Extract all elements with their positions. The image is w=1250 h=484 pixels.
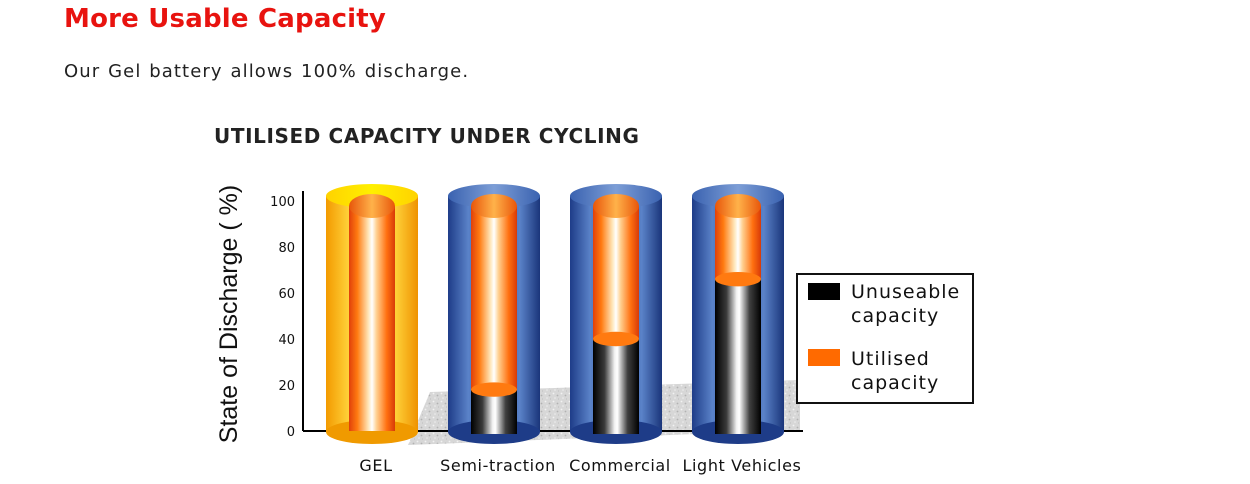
bar-inner-top-gel [349,194,395,218]
y-ticks: 0 20 40 60 80 100 [270,195,295,440]
intro-text: Our Gel battery allows 100% discharge. [64,61,470,82]
bar-commercial [570,184,662,444]
chart-title: UTILISED CAPACITY UNDER CYCLING [214,124,639,148]
y-tick-label-60: 60 [278,287,295,302]
y-tick-label-40: 40 [278,333,295,348]
legend-swatch-unusable [808,283,840,300]
legend-swatch-utilised [808,349,840,366]
bar-segment-unusable-semi-traction [471,389,517,434]
y-tick-label-0: 0 [287,425,295,440]
bar-light-vehicles [692,184,784,444]
bar-segment-utilised-gel [349,206,395,431]
y-tick-label-80: 80 [278,241,295,256]
legend-label-utilised-line2: capacity [851,372,939,394]
bar-inner-top-commercial [593,194,639,218]
bar-segment-utilised-commercial [593,206,639,339]
bar-segment-join-commercial [593,331,639,347]
bars [326,184,784,444]
bar-inner-top-light-vehicles [715,194,761,218]
x-labels: GEL Semi-traction Commercial Light Vehicles [359,456,801,475]
y-tick-label-20: 20 [278,379,295,394]
y-tick-label-100: 100 [270,195,295,210]
bar-segment-utilised-light-vehicles [715,206,761,280]
page-heading: More Usable Capacity [64,4,387,34]
x-tick-label-gel: GEL [359,456,392,475]
x-tick-label-semi-traction: Semi-traction [440,456,556,475]
bar-gel [326,184,418,444]
bar-segment-join-semi-traction [471,382,517,397]
bar-inner-top-semi-traction [471,194,517,218]
bar-segment-unusable-light-vehicles [715,279,761,434]
bar-semi-traction [448,184,540,444]
bar-segment-unusable-commercial [593,339,639,434]
legend-label-utilised-line1: Utilised [851,348,930,370]
x-tick-label-light-vehicles: Light Vehicles [683,456,802,475]
bar-segment-utilised-semi-traction [471,206,517,390]
legend-label-unusable-line2: capacity [851,305,939,327]
bar-segment-join-light-vehicles [715,272,761,287]
legend-label-unusable-line1: Unuseable [851,281,960,303]
x-tick-label-commercial: Commercial [569,456,671,475]
y-axis-label: State of Discharge ( %) [215,185,243,443]
legend: Unuseable capacity Utilised capacity [796,273,974,404]
